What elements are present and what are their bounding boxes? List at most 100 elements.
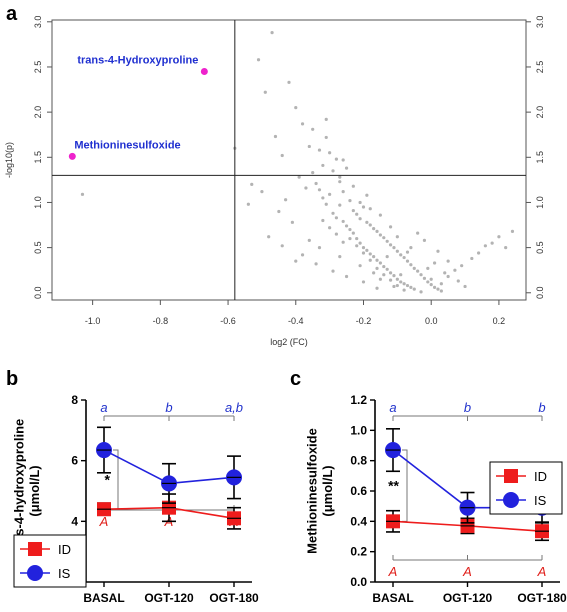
data-point (443, 271, 447, 275)
y-tick-label-right: 3.0 (535, 16, 545, 29)
data-point (385, 239, 389, 243)
panel-b-letter: b (6, 368, 18, 390)
data-point (409, 246, 413, 250)
data-point (385, 267, 389, 271)
data-point (344, 274, 349, 279)
y-axis-title: Methioninesulfoxide(μmol/L) (304, 428, 335, 554)
data-point (256, 58, 261, 62)
y-tick-label: 1.2 (350, 393, 367, 407)
y-axis-title-line: Methioninesulfoxide (304, 428, 319, 554)
data-point (460, 264, 464, 268)
x-tick-label: OGT-180 (209, 591, 259, 605)
data-point (405, 283, 410, 288)
data-point (399, 273, 403, 277)
data-point (358, 264, 362, 268)
x-tick-label: BASAL (372, 591, 413, 605)
data-point (412, 266, 416, 270)
highlighted-point (200, 67, 208, 75)
data-point (378, 277, 383, 281)
data-point (267, 235, 271, 239)
data-point (355, 212, 359, 216)
data-point (416, 269, 420, 273)
data-point (358, 241, 362, 245)
data-point (355, 244, 359, 248)
data-point (324, 202, 328, 206)
data-point (365, 193, 369, 197)
data-point (372, 227, 376, 231)
panel-c-chart: 0.0 0.2 0.4 0.6 0.8 1.0 1.2 BASAL OGT-120 OGT-180… (304, 393, 567, 605)
y-tick-label-left: 2.0 (33, 106, 43, 119)
x-tick-label: 0.2 (493, 316, 506, 326)
y-tick-label: 8 (71, 393, 78, 407)
data-point (348, 199, 352, 203)
data-point (395, 277, 399, 281)
x-tick-label: 0.0 (425, 316, 438, 326)
data-point (395, 283, 399, 288)
highlighted-point (68, 152, 76, 160)
data-point (321, 218, 325, 223)
data-point (477, 251, 481, 255)
data-point (334, 157, 338, 161)
data-point (382, 273, 386, 277)
data-point (341, 158, 345, 162)
data-point (307, 144, 311, 149)
volcano-plot-frame (51, 19, 527, 301)
y-tick-label-right: 1.5 (535, 151, 545, 164)
y-tick-label: 4 (71, 514, 78, 528)
data-point (311, 127, 315, 131)
data-point (321, 163, 325, 168)
data-point (344, 224, 349, 228)
data-point (436, 287, 440, 291)
y-axis-title: Trans-4-hydroxyproline(μmol/L) (11, 419, 42, 563)
data-point (402, 282, 406, 286)
data-point (355, 236, 359, 241)
panel-b-chart: 2468BASALOGT-120OGT-180Trans-4-hydroxypr… (11, 393, 259, 605)
data-point (463, 284, 467, 289)
x-tick-label: -1.0 (85, 316, 101, 326)
bottom-group-letter: A (462, 564, 472, 579)
data-point (405, 259, 410, 263)
data-point (280, 153, 284, 158)
significance-marker: ** (388, 478, 399, 494)
data-point (419, 290, 423, 294)
data-point (307, 238, 311, 242)
data-point (416, 231, 420, 235)
y-tick-label-left: 2.5 (33, 61, 43, 74)
data-point (409, 263, 413, 267)
y-tick-label-right: 0.0 (535, 287, 545, 300)
legend-label-id: ID (534, 469, 547, 484)
x-axis-title: log2 (FC) (270, 337, 308, 347)
data-point (412, 287, 416, 291)
data-point (395, 249, 399, 253)
data-point (432, 261, 437, 265)
data-point (510, 229, 515, 233)
data-point (338, 203, 342, 207)
bottom-group-letter: A (537, 564, 547, 579)
data-point (395, 235, 399, 239)
data-point (388, 243, 393, 247)
y-axis-title-line: (μmol/L) (27, 465, 42, 516)
data-point (294, 106, 298, 110)
significance-marker: * (105, 472, 111, 488)
data-point (290, 220, 294, 224)
y-tick-label-left: 3.0 (33, 16, 43, 29)
data-point (422, 276, 427, 280)
data-point (375, 229, 379, 233)
data-point (300, 122, 305, 126)
panel-a-letter: a (6, 3, 18, 25)
data-point (358, 200, 362, 205)
y-tick-label: 0.6 (350, 484, 367, 498)
data-point (80, 192, 85, 196)
data-point (280, 244, 284, 248)
data-point (334, 216, 338, 220)
y-tick-label: 6 (71, 454, 78, 468)
data-point (439, 289, 443, 293)
data-point (317, 246, 322, 250)
y-tick-label-right: 0.5 (535, 241, 545, 254)
data-point (317, 148, 322, 152)
top-group-letter: a (389, 400, 396, 415)
data-point (341, 240, 345, 244)
data-point (382, 264, 386, 269)
data-point (273, 134, 278, 139)
data-point (402, 255, 406, 260)
